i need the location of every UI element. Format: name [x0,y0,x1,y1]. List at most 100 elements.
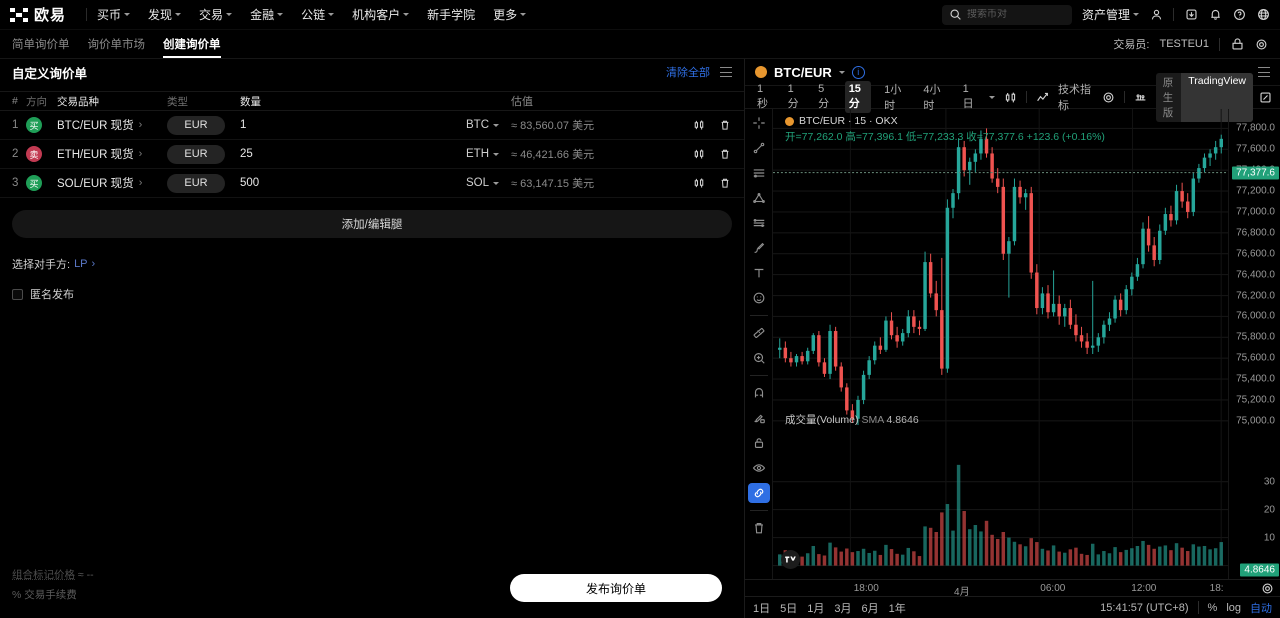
delete-row-icon[interactable] [718,147,732,161]
bell-icon[interactable] [1208,8,1222,22]
search-box[interactable] [941,4,1072,25]
help-icon[interactable] [1232,8,1246,22]
timeframe-1s[interactable]: 1秒 [757,83,768,110]
horizontal-lines-tool-icon[interactable] [748,163,770,183]
row-side[interactable]: 买 [26,175,57,191]
brush-tool-icon[interactable] [748,238,770,258]
nav-item-chain[interactable]: 公链 [301,6,335,23]
timeframe-4h[interactable]: 4小时 [923,84,941,112]
indicators-icon[interactable] [1036,90,1049,104]
price-axis[interactable]: 77,800.077,600.077,400.077,200.077,000.0… [1228,109,1280,579]
assets-management-menu[interactable]: 资产管理 [1082,6,1139,23]
row-quantity-input[interactable]: 25 [240,148,253,160]
chart-settings-gear-icon[interactable] [1102,90,1115,104]
delete-row-icon[interactable] [718,118,732,132]
percent-scale-toggle[interactable]: % [1207,601,1218,614]
candlestick-chart-icon[interactable] [692,176,706,190]
chart-pair-name[interactable]: BTC/EUR [774,64,832,80]
chevron-down-icon[interactable] [989,95,996,99]
crosshair-tool-icon[interactable] [748,113,770,133]
download-icon[interactable] [1184,8,1198,22]
candlestick-chart-icon[interactable] [692,118,706,132]
auto-scale-toggle[interactable]: 自动 [1250,602,1272,615]
counterparty-value[interactable]: LP [74,258,88,270]
chevron-down-icon[interactable] [838,70,845,74]
okx-logo[interactable]: 欧易 [10,4,66,25]
row-quantity-input[interactable]: 500 [240,177,260,189]
timeframe-15m[interactable]: 15分 [844,81,872,113]
remove-drawings-trash-icon[interactable] [748,518,770,538]
row-type-pill[interactable]: EUR [167,115,225,135]
range-1d[interactable]: 1日 [753,602,771,615]
nav-item-trade[interactable]: 交易 [199,6,233,23]
tradingview-logo-icon[interactable] [781,550,800,569]
range-3m[interactable]: 3月 [834,602,852,615]
nav-item-academy[interactable]: 新手学院 [427,6,475,23]
pitchfork-tool-icon[interactable] [748,188,770,208]
zoom-in-icon[interactable] [748,348,770,368]
nav-item-more[interactable]: 更多 [493,6,527,23]
sync-drawings-link-icon[interactable] [747,483,770,503]
timeframe-1m[interactable]: 1分 [787,83,799,110]
row-side[interactable]: 买 [26,117,57,133]
hide-drawings-eye-icon[interactable] [748,458,770,478]
chevron-right-icon[interactable]: › [91,258,96,270]
time-axis-settings-icon[interactable] [1260,581,1274,595]
drawing-mode-lock-icon[interactable] [748,408,770,428]
info-icon[interactable]: i [851,65,865,79]
row-instrument-selector[interactable]: SOL/EUR 现货 › [57,175,167,191]
nav-item-discover[interactable]: 发现 [148,6,182,23]
tab-simple-rfq[interactable]: 简单询价单 [12,30,70,58]
delete-row-icon[interactable] [718,176,732,190]
candlestick-type-icon[interactable] [1004,90,1017,104]
row-side[interactable]: 卖 [26,146,57,162]
magnet-icon[interactable] [748,383,770,403]
row-currency-selector[interactable]: ETH [437,148,499,160]
settings-gear-icon[interactable] [1254,37,1268,51]
view-native-option[interactable]: 原生版 [1162,76,1174,119]
anonymous-checkbox[interactable] [12,288,23,300]
timeframe-1d[interactable]: 1日 [962,83,974,110]
emoji-tool-icon[interactable] [748,288,770,308]
tab-create-rfq[interactable]: 创建询价单 [163,30,221,58]
measure-ruler-icon[interactable] [748,323,770,343]
timeframe-1h[interactable]: 1小时 [884,84,902,112]
lock-icon[interactable] [748,433,770,453]
fullscreen-icon[interactable] [1259,90,1272,104]
range-1y[interactable]: 1年 [888,602,906,615]
range-5d[interactable]: 5日 [780,602,798,615]
nav-item-buy[interactable]: 买币 [97,6,131,23]
text-tool-icon[interactable] [748,263,770,283]
compare-icon[interactable] [1134,90,1147,104]
view-tradingview-option[interactable]: TradingView [1181,72,1253,122]
globe-icon[interactable] [1256,8,1270,22]
trend-line-tool-icon[interactable] [748,138,770,158]
fib-retracement-tool-icon[interactable] [748,213,770,233]
add-edit-leg-button[interactable]: 添加/编辑腿 [12,210,732,238]
history-icon[interactable] [1230,37,1244,51]
row-instrument-selector[interactable]: BTC/EUR 现货 › [57,117,167,133]
row-quantity-input[interactable]: 1 [240,119,247,131]
user-icon[interactable] [1149,8,1163,22]
indicators-label[interactable]: 技术指标 [1058,84,1092,112]
timeframe-5m[interactable]: 5分 [818,83,830,110]
chart-plot[interactable]: BTC/EUR · 15 · OKX 开=77,262.0 高=77,396.1… [773,109,1228,579]
log-scale-toggle[interactable]: log [1226,601,1241,614]
nav-item-finance[interactable]: 金融 [250,6,284,23]
row-type-pill[interactable]: EUR [167,173,225,193]
range-6m[interactable]: 6月 [861,602,879,615]
range-1m[interactable]: 1月 [807,602,825,615]
row-instrument-selector[interactable]: ETH/EUR 现货 › [57,146,167,162]
row-type-pill[interactable]: EUR [167,144,225,164]
row-currency-selector[interactable]: BTC [437,119,499,131]
nav-item-institutional[interactable]: 机构客户 [352,6,410,23]
search-input[interactable] [966,9,1065,20]
time-axis[interactable]: 18:00 4月 06:00 12:00 18: [745,579,1280,598]
candlestick-chart-icon[interactable] [692,147,706,161]
menu-icon[interactable] [720,67,732,77]
chart-menu-icon[interactable] [1258,67,1270,77]
clear-all-button[interactable]: 清除全部 [666,67,710,79]
tab-rfq-market[interactable]: 询价单市场 [88,30,146,58]
row-currency-selector[interactable]: SOL [437,177,499,189]
publish-rfq-button[interactable]: 发布询价单 [510,574,722,602]
